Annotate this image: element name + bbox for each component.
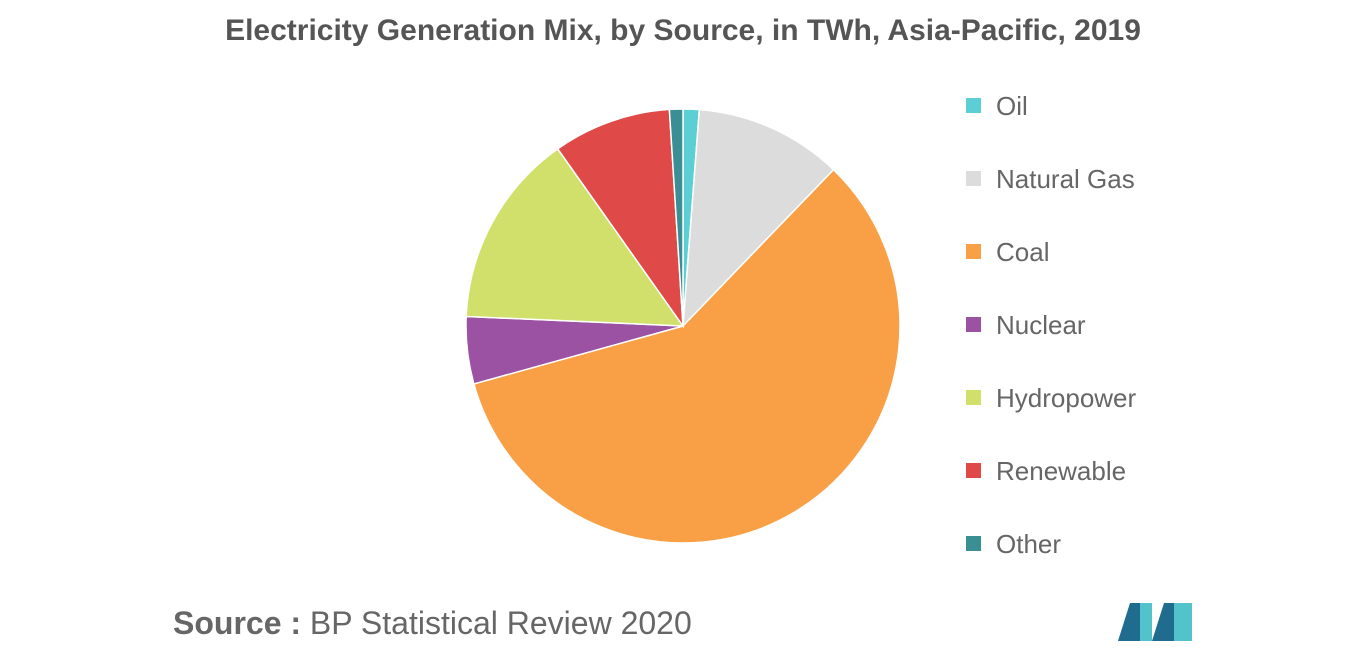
legend-item: Nuclear [966, 307, 1136, 380]
legend-item: Other [966, 526, 1136, 599]
pie-slice-natural-gas [682, 108, 835, 329]
legend-swatch [966, 244, 981, 259]
pie-slice-other [668, 108, 684, 327]
legend-label: Hydropower [996, 383, 1137, 413]
legend-label: Oil [996, 91, 1028, 121]
legend-item: Coal [966, 234, 1136, 307]
legend-swatch [966, 463, 981, 478]
mordor-intelligence-logo-icon [1118, 603, 1192, 641]
legend-label: Other [996, 529, 1062, 559]
legend-item: Oil [966, 88, 1136, 161]
legend-swatch [966, 317, 981, 332]
legend-swatch [966, 171, 981, 186]
legend-label: Coal [996, 237, 1050, 267]
legend-item: Renewable [966, 453, 1136, 526]
legend-item: Natural Gas [966, 161, 1136, 234]
pie-slice-hydropower [465, 147, 685, 327]
legend-label: Nuclear [996, 310, 1086, 340]
chart-legend: Oil Natural Gas Coal Nuclear Hydropower Renew… [966, 88, 1136, 599]
legend-swatch [966, 98, 981, 113]
legend-swatch [966, 390, 981, 405]
source-prefix: Source : [173, 605, 302, 641]
source-note: Source : BP Statistical Review 2020 [173, 605, 692, 642]
pie-slices [465, 108, 901, 544]
chart-title: Electricity Generation Mix, by Source, i… [225, 14, 1141, 47]
legend-swatch [966, 536, 981, 551]
legend-item: Hydropower [966, 380, 1136, 453]
legend-label: Natural Gas [996, 164, 1135, 194]
pie-slice-coal [472, 168, 901, 544]
source-text: BP Statistical Review 2020 [309, 605, 692, 641]
pie-slice-renewable [556, 108, 684, 329]
legend-label: Renewable [996, 456, 1127, 486]
